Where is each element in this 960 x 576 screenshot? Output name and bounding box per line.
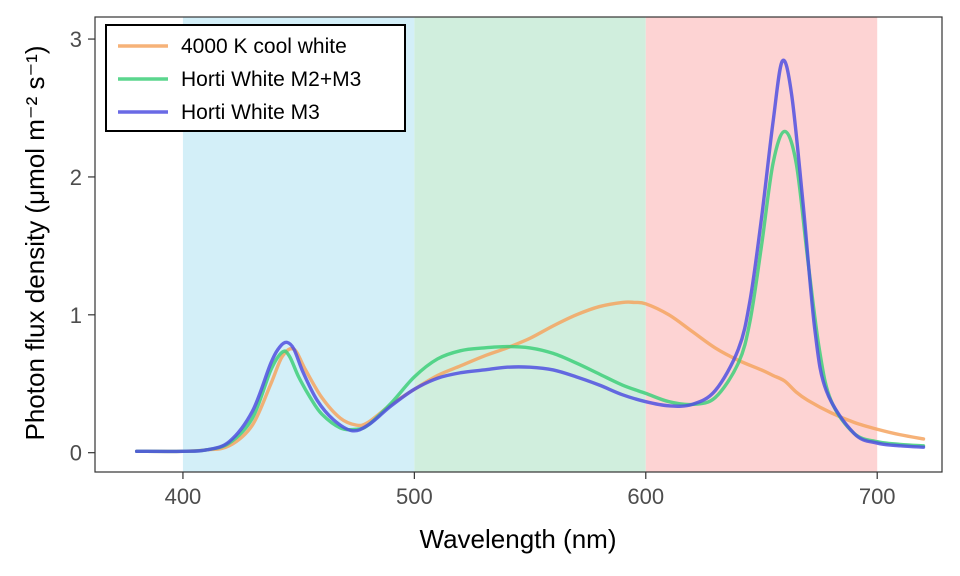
y-axis-title-main: Photon flux density <box>20 221 50 441</box>
y-axis-title-units: (μmol m⁻² s⁻¹) <box>20 46 50 214</box>
wavelength-band-1 <box>414 17 646 472</box>
legend-label-1: Horti White M2+M3 <box>181 68 361 91</box>
legend-label-0: 4000 K cool white <box>181 35 347 58</box>
x-tick-label-700: 700 <box>859 484 896 509</box>
plot-panel-border <box>94 16 943 473</box>
x-tick-label-500: 500 <box>396 484 433 509</box>
y-tick-label-3: 3 <box>70 27 82 52</box>
x-tick-label-400: 400 <box>165 484 202 509</box>
x-tick-label-600: 600 <box>627 484 664 509</box>
series-line-1 <box>134 129 926 454</box>
y-axis-title: Photon flux density (μmol m⁻² s⁻¹) <box>20 46 50 441</box>
series-line-0 <box>134 300 926 454</box>
y-tick-label-1: 1 <box>70 303 82 328</box>
series-line-2 <box>134 58 926 454</box>
y-tick-label-2: 2 <box>70 165 82 190</box>
y-tick-label-0: 0 <box>70 441 82 466</box>
legend: 4000 K cool white Horti White M2+M3 Horti … <box>105 24 406 132</box>
legend-label-2: Horti White M3 <box>181 101 320 124</box>
x-axis-title: Wavelength (nm) <box>420 524 617 554</box>
